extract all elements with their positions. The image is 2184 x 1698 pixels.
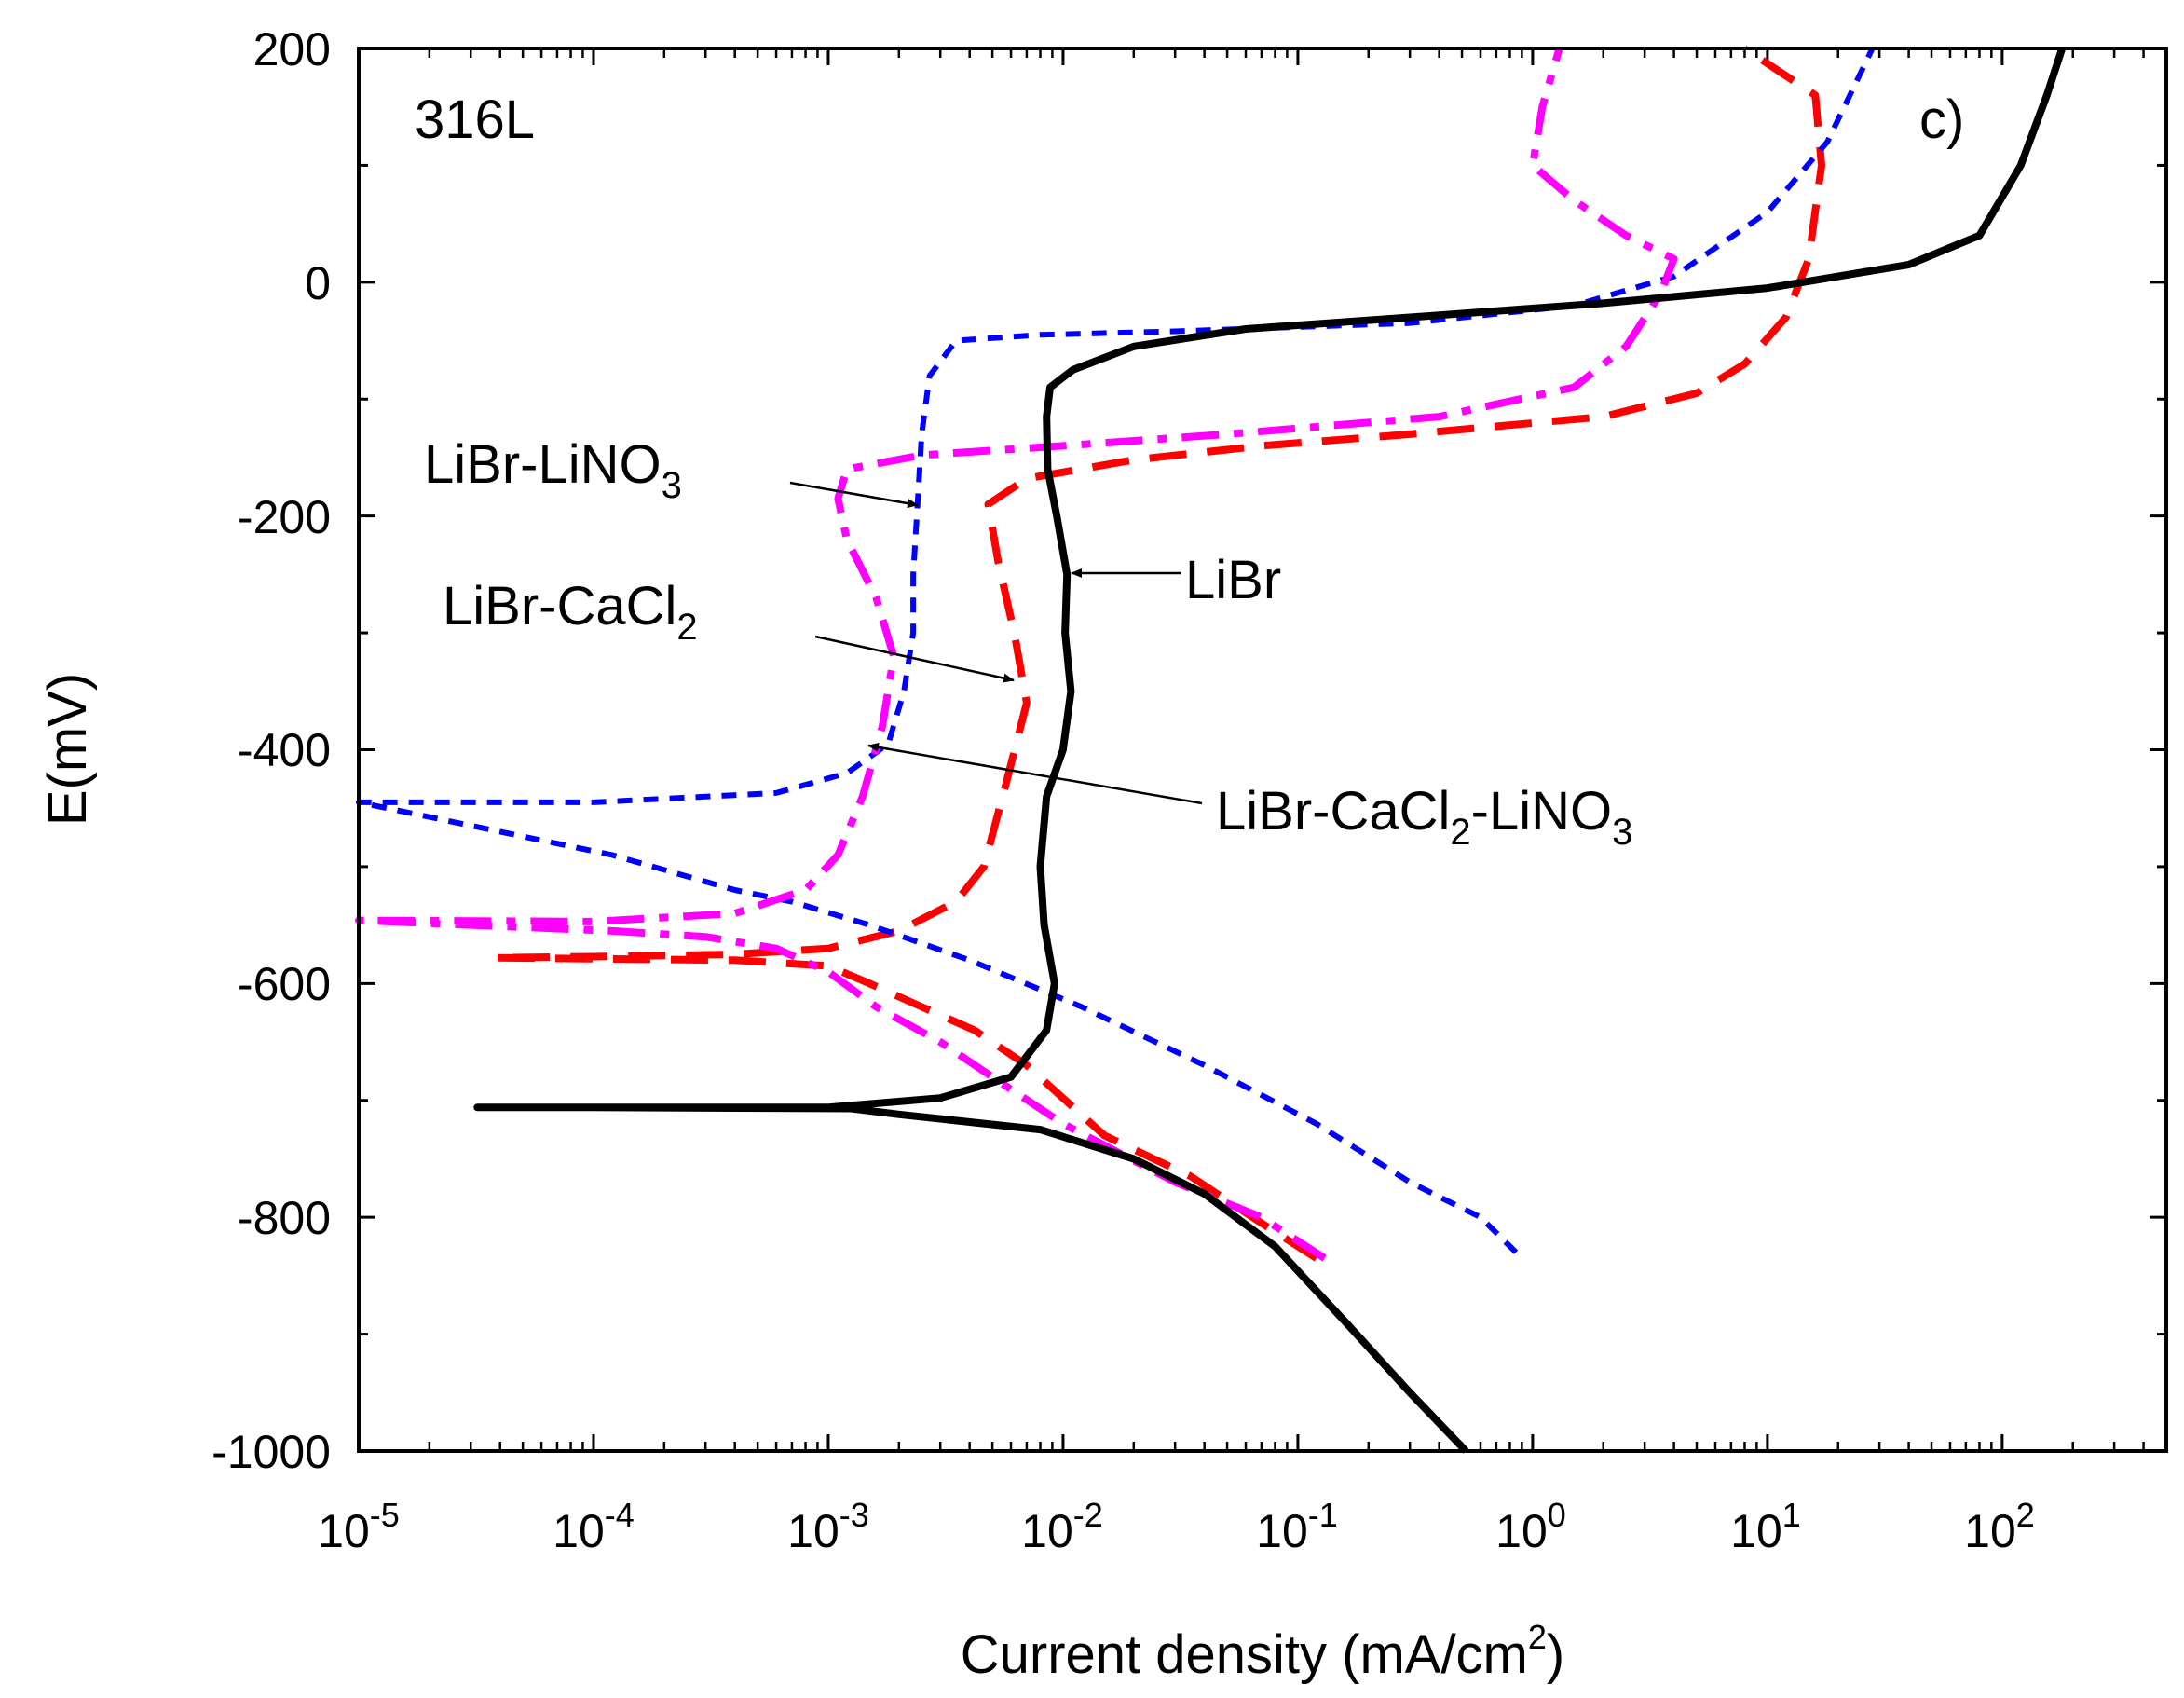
y-tick-label: -200 bbox=[238, 491, 331, 543]
plot-frame bbox=[357, 47, 2168, 1453]
panel-label: c) bbox=[1919, 89, 1964, 150]
y-tick-label: 0 bbox=[305, 257, 331, 309]
y-tick-label: -800 bbox=[238, 1192, 331, 1244]
annotation-libr-lino3: LiBr-LiNO3 bbox=[424, 434, 682, 506]
y-tick-labels: 200 0 -200 -400 -600 -800 -1000 bbox=[212, 23, 331, 1478]
annotation-libr-cacl2-lino3: LiBr-CaCl2-LiNO3 bbox=[1216, 781, 1632, 853]
material-label: 316L bbox=[415, 89, 535, 150]
arrow-libr-lino3 bbox=[789, 481, 919, 509]
series-layer bbox=[355, 45, 2067, 1454]
annotation-libr: LiBr bbox=[1185, 550, 1281, 610]
annotation-libr-cacl2: LiBr-CaCl2 bbox=[443, 576, 698, 648]
x-tick-label: 101 bbox=[1730, 1496, 1801, 1557]
arrow-libr-cacl2-lino3 bbox=[867, 742, 1203, 805]
x-tick-label: 10-5 bbox=[318, 1496, 400, 1557]
y-tick-label: 200 bbox=[253, 23, 331, 75]
x-tick-label: 10-4 bbox=[553, 1496, 635, 1557]
x-axis-title: Current density (mA/cm2) bbox=[961, 1618, 1565, 1685]
x-tick-label: 10-2 bbox=[1021, 1496, 1103, 1557]
arrow-libr-cacl2 bbox=[814, 635, 1015, 683]
series-line-libr-lino3 bbox=[356, 47, 1876, 1254]
series-line-libr-cacl2 bbox=[491, 45, 1825, 1262]
annotation-arrows bbox=[789, 481, 1203, 805]
series-line-libr bbox=[473, 47, 2067, 1454]
x-tick-label: 100 bbox=[1495, 1496, 1566, 1557]
y-axis-title: E(mV) bbox=[37, 673, 98, 826]
x-tick-label: 102 bbox=[1964, 1496, 2035, 1557]
y-tick-label: -600 bbox=[238, 958, 331, 1010]
x-tick-label: 10-3 bbox=[787, 1496, 869, 1557]
y-tick-label: -1000 bbox=[212, 1426, 331, 1478]
y-tick-label: -400 bbox=[238, 724, 331, 776]
x-tick-label: 10-1 bbox=[1256, 1496, 1338, 1557]
x-tick-labels: 10-5 10-4 10-3 10-2 10-1 100 101 102 bbox=[318, 1496, 2035, 1557]
